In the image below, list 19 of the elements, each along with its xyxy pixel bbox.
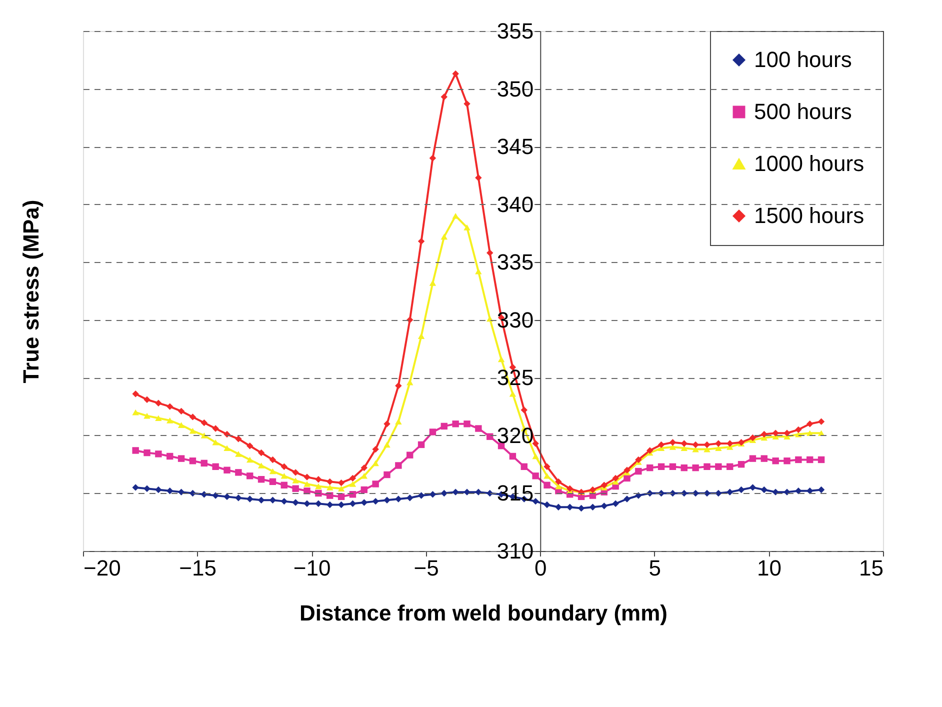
x-tick-label: 0 [534, 556, 547, 580]
y-tick-label: 340 [496, 192, 534, 217]
x-tick-label: −10 [293, 556, 331, 580]
y-tick-label: 345 [496, 134, 534, 160]
y-tick-label: 335 [496, 250, 534, 275]
x-tick-label: −5 [414, 556, 439, 580]
legend-label: 1000 hours [754, 151, 864, 176]
legend-label: 100 hours [754, 47, 852, 72]
x-tick-label: 15 [859, 556, 884, 580]
legend-label: 1500 hours [754, 203, 864, 228]
x-tick-label: 5 [648, 556, 662, 580]
y-tick-label: 350 [496, 76, 534, 102]
x-tick-label: −15 [179, 556, 216, 580]
y-tick-label: 355 [496, 18, 534, 44]
x-tick-label: −20 [84, 556, 121, 580]
x-tick-label: 10 [756, 556, 782, 580]
legend-label: 500 hours [754, 99, 852, 124]
x-axis-title: Distance from weld boundary (mm) [300, 600, 668, 626]
y-axis-title: True stress (MPa) [18, 200, 44, 384]
